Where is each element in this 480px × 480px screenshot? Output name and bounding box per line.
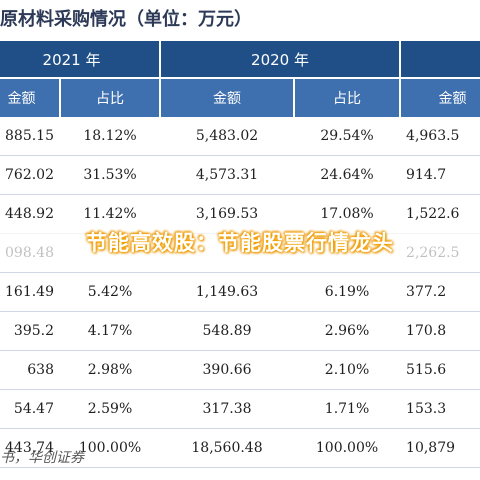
table-cell: 2.10% xyxy=(294,350,401,390)
table-row: 443.74 100.00% 18,560.48 100.00% 10,879 xyxy=(0,428,480,468)
table-cell: 10,879 xyxy=(400,428,480,468)
table-cell: 5.42% xyxy=(60,272,161,312)
year-header-row: 2021 年 2020 年 xyxy=(0,41,480,78)
table-cell: 443.74 xyxy=(0,428,60,468)
table-cell: 4.17% xyxy=(60,311,161,351)
table-cell: 29.54% xyxy=(294,117,401,156)
table-cell: 6.19% xyxy=(294,272,401,312)
table-cell: 5,483.02 xyxy=(160,117,295,156)
table-cell: 100.00% xyxy=(294,428,401,468)
table-cell: 153.3 xyxy=(400,389,480,429)
table-cell: 170.8 xyxy=(400,311,480,351)
col-share-2020: 占比 xyxy=(293,77,401,117)
col-amount-2020: 金额 xyxy=(159,77,295,117)
overlay-banner: 节能高效股：节能股票行情龙头 xyxy=(0,220,480,264)
table-cell: 31.53% xyxy=(60,155,161,195)
table-cell: 515.6 xyxy=(400,350,480,390)
table-cell: 2.59% xyxy=(60,389,161,429)
table-cell: 395.2 xyxy=(0,311,60,351)
table-cell: 100.00% xyxy=(60,428,161,468)
table-cell: 4,963.5 xyxy=(400,117,480,156)
table-cell: 24.64% xyxy=(294,155,401,195)
table-cell: 2.98% xyxy=(60,350,161,390)
table-cell: 1,149.63 xyxy=(160,272,295,312)
table-row: 395.2 4.17% 548.89 2.96% 170.8 xyxy=(0,311,480,351)
table-cell: 161.49 xyxy=(0,272,60,312)
col-amount-2021: 金额 xyxy=(0,77,60,117)
col-share-2021: 占比 xyxy=(58,77,161,117)
table-cell: 4,573.31 xyxy=(160,155,295,195)
table-cell: 390.66 xyxy=(160,350,295,390)
table-cell: 2.96% xyxy=(294,311,401,351)
table-title: 原材料采购情况（单位：万元） xyxy=(0,9,252,30)
table-cell: 18,560.48 xyxy=(160,428,295,468)
table-row: 885.15 18.12% 5,483.02 29.54% 4,963.5 xyxy=(0,117,480,156)
table-cell: 885.15 xyxy=(0,117,60,156)
column-header-row: 金额 占比 金额 占比 金额 xyxy=(0,77,480,117)
table-cell: 54.47 xyxy=(0,389,60,429)
table-cell: 914.7 xyxy=(400,155,480,195)
table-row: 161.49 5.42% 1,149.63 6.19% 377.2 xyxy=(0,272,480,312)
table-cell: 762.02 xyxy=(0,155,60,195)
banner-text: 节能高效股：节能股票行情龙头 xyxy=(86,231,394,255)
table-row: 762.02 31.53% 4,573.31 24.64% 914.7 xyxy=(0,155,480,195)
table-cell: 377.2 xyxy=(400,272,480,312)
table-cell: 18.12% xyxy=(60,117,161,156)
year-2020-header: 2020 年 xyxy=(159,41,401,78)
table-cell: 638 xyxy=(0,350,60,390)
table-cell: 317.38 xyxy=(160,389,295,429)
year-next-header xyxy=(399,41,480,78)
source-note: 书，华创证券 xyxy=(0,450,84,466)
table-cell: 1.71% xyxy=(294,389,401,429)
table-row: 638 2.98% 390.66 2.10% 515.6 xyxy=(0,350,480,390)
table-row: 54.47 2.59% 317.38 1.71% 153.3 xyxy=(0,389,480,429)
table-cell: 548.89 xyxy=(160,311,295,351)
year-2021-header: 2021 年 xyxy=(0,41,161,78)
col-amount-next: 金额 xyxy=(399,77,480,117)
